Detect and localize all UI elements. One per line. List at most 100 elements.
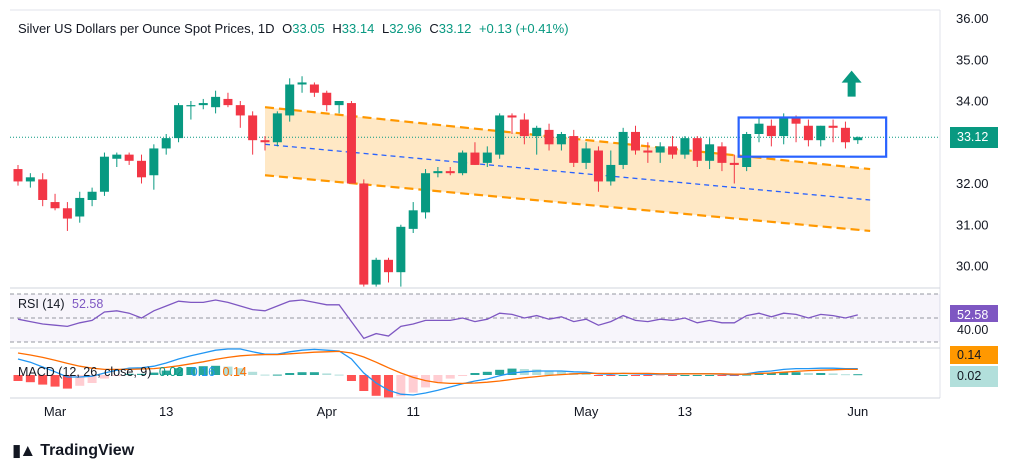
candle-body — [618, 131, 628, 165]
tradingview-logo[interactable]: ▮▲ TradingView — [12, 441, 134, 461]
macd-signal-legend: 0.16 — [190, 365, 216, 379]
candle-body — [779, 117, 789, 137]
last-price-tag: 33.12 — [950, 127, 998, 148]
macd-histogram-bar — [445, 375, 455, 379]
macd-histogram-bar — [137, 373, 146, 375]
candle-body — [458, 152, 468, 174]
open-value: 33.05 — [292, 21, 325, 36]
candle-body — [668, 146, 678, 155]
candle-body — [260, 140, 270, 143]
candle-body — [272, 113, 282, 143]
macd-label: MACD (12, 26, close, 9) — [18, 365, 152, 379]
macd-histogram-bar — [62, 375, 72, 389]
candle-body — [470, 152, 480, 165]
candle-body — [519, 119, 529, 137]
channel-upper-line — [264, 106, 871, 171]
y-tick-label: 32.00 — [956, 176, 989, 191]
candle-body — [754, 123, 764, 134]
candle-body — [717, 146, 727, 163]
candle-body — [322, 92, 332, 106]
macd-histogram-bar — [75, 375, 85, 386]
macd-histogram-bar — [309, 372, 319, 375]
macd-histogram-bar — [680, 375, 690, 376]
candle-body — [309, 84, 319, 93]
macd-histogram-bar — [803, 373, 813, 375]
macd-histogram-bar — [692, 375, 702, 376]
x-tick-label: May — [574, 404, 599, 419]
macd-histogram-bar — [272, 374, 282, 376]
candle-body — [705, 144, 715, 161]
macd-histogram-bar — [581, 373, 591, 375]
rsi-value: 52.58 — [72, 297, 104, 311]
macd-histogram-bar — [260, 374, 270, 376]
macd-histogram-bar — [384, 375, 393, 398]
high-value: 33.14 — [341, 21, 375, 36]
macd-histogram-bar — [754, 373, 764, 375]
macd-histogram-bar — [779, 372, 789, 375]
candle-body — [532, 127, 542, 137]
candle-body — [198, 103, 208, 106]
macd-histogram-bar — [149, 372, 159, 375]
candle-body — [223, 98, 233, 106]
macd-value-legend: 0.02 — [158, 365, 184, 379]
channel-fill — [265, 107, 871, 231]
candle-body — [445, 171, 455, 174]
rsi-value-tag: 52.58 — [950, 305, 998, 326]
candle-body — [766, 125, 776, 137]
macd-histogram-bar — [223, 366, 233, 375]
candle-body — [544, 129, 554, 145]
high-label: H — [332, 21, 342, 36]
macd-histogram-bar — [186, 367, 196, 375]
macd-histogram-bar — [334, 374, 344, 376]
low-label: L — [381, 21, 390, 36]
macd-histogram-bar — [124, 373, 134, 375]
macd-histogram-bar — [470, 373, 480, 375]
x-tick-label: 11 — [406, 404, 420, 419]
candle-body — [211, 96, 221, 108]
y-tick-label: 35.00 — [956, 52, 989, 67]
candle-body — [421, 173, 431, 213]
candle-body — [828, 125, 838, 128]
candle-body — [816, 125, 826, 141]
rsi-legend: RSI (14) 52.58 — [18, 297, 103, 311]
candle-body — [742, 134, 752, 167]
signal-line — [17, 350, 858, 385]
macd-histogram-bar — [655, 375, 665, 376]
x-tick-label: 13 — [159, 404, 173, 419]
candle-body — [482, 152, 492, 163]
macd-histogram-bar — [50, 375, 60, 387]
tradingview-logo-icon: ▮▲ — [12, 441, 36, 460]
macd-histogram-bar — [211, 365, 221, 375]
rsi-level-tag: 40.00 — [950, 322, 998, 339]
change-value: +0.13 (+0.41%) — [478, 21, 569, 36]
candle-body — [606, 164, 616, 182]
macd-value-tag: 0.02 — [950, 366, 998, 387]
macd-histogram-bar — [322, 373, 332, 375]
candle-body — [593, 150, 603, 182]
candle-body — [396, 226, 406, 273]
macd-histogram-bar — [408, 375, 418, 393]
y-tick-label: 36.00 — [956, 11, 989, 26]
candle-body — [25, 177, 35, 182]
macd-histogram-bar — [840, 374, 850, 376]
macd-histogram-bar — [174, 368, 184, 375]
candle-body — [680, 138, 690, 155]
macd-hist-tag: 0.14 — [950, 346, 998, 364]
candle-body — [384, 259, 393, 273]
close-value: 33.12 — [438, 21, 472, 36]
candle-body — [643, 150, 653, 153]
candle-body — [581, 148, 591, 163]
open-label: O — [282, 21, 293, 36]
y-tick-label: 30.00 — [956, 259, 989, 274]
channel-middle-line — [264, 143, 871, 201]
macd-histogram-bar — [359, 375, 369, 391]
x-tick-label: Apr — [317, 404, 338, 419]
candle-body — [149, 148, 159, 176]
y-tick-label: 34.00 — [956, 94, 989, 109]
macd-histogram-bar — [433, 375, 443, 383]
symbol-title: Silver US Dollars per Ounce Spot Prices,… — [18, 21, 275, 36]
candle-body — [112, 154, 122, 159]
candle-body — [791, 117, 801, 124]
candle-body — [161, 138, 171, 149]
